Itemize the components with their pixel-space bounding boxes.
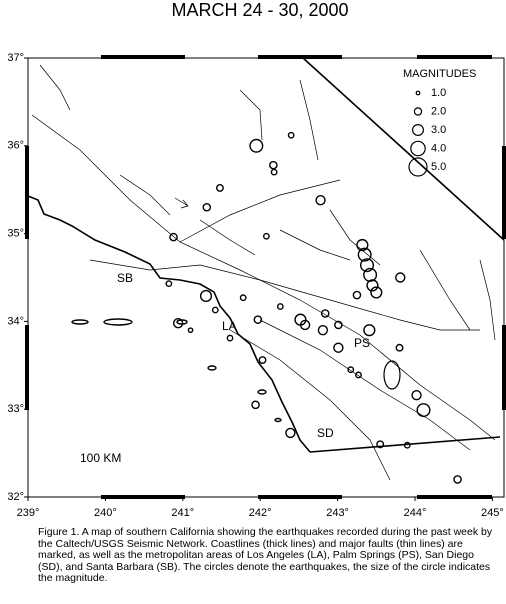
- earthquake: [370, 286, 383, 299]
- earthquake: [355, 371, 362, 379]
- place-label: PS: [354, 336, 370, 350]
- earthquake: [270, 168, 278, 176]
- earthquake: [317, 324, 329, 336]
- earthquake: [315, 195, 326, 206]
- earthquake: [403, 441, 411, 449]
- earthquake: [285, 427, 296, 439]
- map-title: MARCH 24 - 30, 2000: [171, 0, 348, 20]
- x-tick-label: 242°: [249, 507, 272, 519]
- frame-bars: [25, 55, 506, 499]
- earthquake: [395, 272, 406, 283]
- earthquake: [376, 440, 385, 449]
- place-label: 100 KM: [80, 451, 121, 465]
- y-tick-label: 35°: [7, 228, 24, 240]
- legend-label: 1.0: [431, 87, 446, 99]
- earthquake: [249, 138, 264, 153]
- earthquake: [172, 317, 184, 329]
- earthquake: [169, 232, 178, 242]
- legend-circle: [412, 123, 425, 136]
- place-label: LA: [222, 319, 237, 333]
- earthquake: [299, 319, 311, 331]
- earthquake: [211, 306, 219, 314]
- legend-circle: [410, 140, 426, 157]
- earthquake: [258, 356, 267, 364]
- earthquake: [334, 320, 343, 330]
- earthquake: [287, 131, 295, 139]
- earthquake: [416, 403, 431, 418]
- earthquake: [187, 327, 194, 334]
- caption: Figure 1. A map of southern California s…: [38, 526, 493, 584]
- earthquake: [276, 303, 284, 310]
- earthquake: [262, 232, 270, 240]
- earthquake: [411, 389, 422, 401]
- earthquake: [253, 315, 263, 324]
- x-tick-label: 240°: [94, 507, 117, 519]
- legend-circle: [413, 107, 423, 116]
- earthquake: [226, 334, 234, 342]
- y-tick-label: 33°: [7, 403, 24, 415]
- x-tick-label: 241°: [171, 507, 194, 519]
- earthquake: [269, 160, 278, 170]
- earthquake: [239, 294, 247, 302]
- earthquake: [356, 238, 369, 252]
- legend-circle: [408, 157, 428, 177]
- x-tick-label: 243°: [326, 507, 349, 519]
- legend-title: MAGNITUDES: [403, 68, 476, 80]
- earthquake: [360, 258, 375, 273]
- legend-label: 3.0: [431, 124, 446, 136]
- earthquake: [320, 309, 330, 318]
- x-tick-label: 239°: [17, 507, 40, 519]
- y-tick-label: 34°: [7, 315, 24, 327]
- legend-label: 5.0: [431, 161, 446, 173]
- earthquake: [363, 324, 376, 337]
- legend-label: 4.0: [431, 142, 446, 154]
- earthquake: [352, 290, 362, 300]
- y-tick-label: 37°: [7, 52, 24, 64]
- earthquake: [366, 279, 379, 292]
- earthquake: [453, 475, 462, 484]
- map: MARCH 24 - 30, 2000: [7, 0, 506, 519]
- x-tick-label: 244°: [404, 507, 427, 519]
- x-tick-label: 245°: [481, 507, 504, 519]
- earthquake: [333, 342, 344, 353]
- place-label: SD: [317, 426, 334, 440]
- earthquake: [251, 400, 260, 410]
- earthquake: [347, 366, 355, 374]
- legend-label: 2.0: [431, 105, 446, 117]
- earthquake: [199, 289, 213, 303]
- y-tick-label: 32°: [7, 491, 24, 503]
- earthquake: [216, 184, 224, 192]
- earthquake: [202, 202, 212, 212]
- earthquake: [165, 280, 173, 288]
- place-label: SB: [117, 271, 133, 285]
- earthquake: [357, 247, 372, 262]
- legend-circle: [415, 90, 421, 96]
- earthquake: [395, 343, 404, 352]
- y-tick-label: 36°: [7, 140, 24, 152]
